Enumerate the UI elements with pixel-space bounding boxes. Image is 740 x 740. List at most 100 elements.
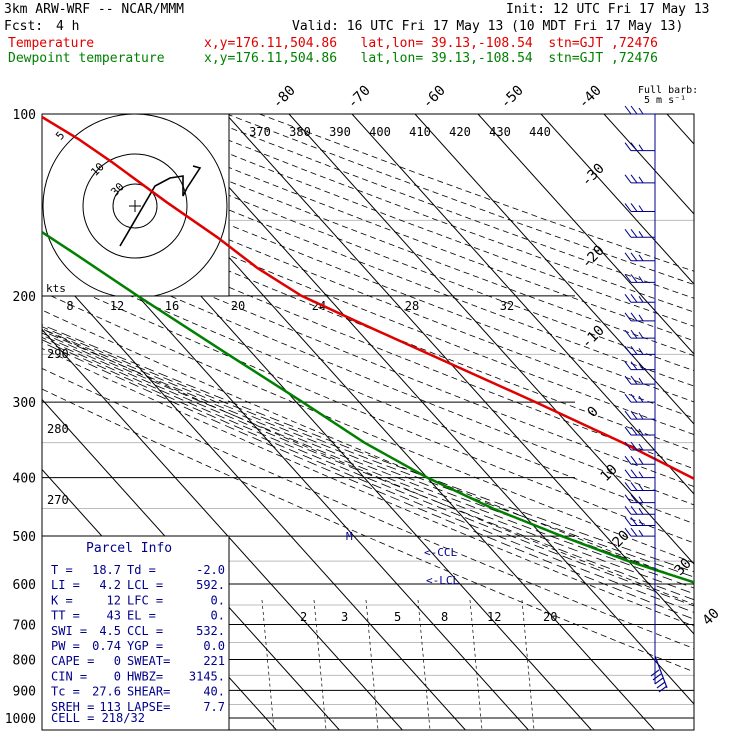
wind-barb bbox=[624, 293, 655, 303]
isotherm-line bbox=[730, 114, 740, 730]
dry-adiabat-line bbox=[42, 273, 694, 544]
parcel-info-value: -2.0 bbox=[196, 563, 225, 577]
barb-feather bbox=[638, 314, 644, 322]
wind-barb bbox=[624, 312, 655, 322]
barb-feather bbox=[638, 107, 644, 115]
pressure-tick-label: 800 bbox=[13, 653, 36, 668]
parcel-info-value: 592. bbox=[196, 578, 225, 592]
barb-feather bbox=[624, 346, 632, 355]
isotherm-label: 0 bbox=[585, 404, 602, 421]
theta-e-label: 380 bbox=[289, 125, 311, 139]
parcel-info-key: CIN = bbox=[51, 669, 87, 683]
parcel-info-value: 7.7 bbox=[203, 700, 225, 714]
ccl-marker: <-CCL bbox=[424, 546, 457, 559]
parcel-info-value: 18.7 bbox=[92, 563, 121, 577]
valid-time: Valid: 16 UTC Fri 17 May 13 (10 MDT Fri … bbox=[292, 19, 684, 34]
mixing-ratio-line bbox=[313, 599, 327, 730]
hodograph-ring bbox=[112, 183, 158, 229]
barb-feather bbox=[658, 685, 668, 693]
wind-barb bbox=[624, 375, 655, 385]
barb-feather bbox=[630, 506, 638, 515]
barb-feather bbox=[638, 231, 644, 238]
parcel-info-key: T = bbox=[51, 563, 73, 577]
theta-e-label: 370 bbox=[249, 125, 271, 139]
parcel-info-value: 0. bbox=[211, 609, 225, 623]
parcel-info-cell: CELL = 218/32 bbox=[51, 711, 145, 725]
hodograph-speed-label: 32 bbox=[500, 299, 514, 313]
barb-feather bbox=[630, 346, 638, 355]
parcel-info-key: LCL = bbox=[127, 578, 163, 592]
barb-feather bbox=[630, 203, 638, 212]
barb-feather bbox=[630, 469, 638, 478]
pressure-tick-label: 500 bbox=[13, 530, 36, 545]
barb-feather bbox=[624, 361, 632, 370]
pressure-tick-label: 900 bbox=[13, 684, 36, 699]
barb-feather bbox=[630, 410, 638, 420]
plot-frame bbox=[41, 113, 695, 731]
barb-feather bbox=[624, 252, 632, 262]
parcel-info-key: SHEAR= bbox=[127, 685, 170, 699]
barb-feather bbox=[624, 469, 632, 478]
barb-feather bbox=[624, 426, 632, 436]
parcel-info-key: LI = bbox=[51, 578, 80, 592]
dry-adiabat-label: 290 bbox=[47, 347, 69, 361]
mixing-ratio-label: 3 bbox=[341, 610, 348, 624]
hodograph-ring bbox=[82, 153, 188, 259]
parcel-info-key: PW = bbox=[51, 639, 80, 653]
parcel-info-value: 43 bbox=[107, 609, 121, 623]
dry-adiabat-label: 270 bbox=[47, 493, 69, 507]
barb-feather bbox=[624, 506, 632, 515]
temperature-profile bbox=[42, 115, 694, 481]
wind-barb bbox=[624, 203, 655, 212]
wind-barb bbox=[624, 527, 655, 537]
wind-barb bbox=[624, 105, 655, 115]
parcel-info-value: 27.6 bbox=[92, 685, 121, 699]
hodograph-speed-label: 16 bbox=[165, 299, 179, 313]
barb-feather bbox=[638, 276, 644, 283]
parcel-info-key: TT = bbox=[51, 609, 80, 623]
parcel-info-key: EL = bbox=[127, 609, 156, 623]
moist-adiabat-line bbox=[42, 326, 694, 578]
barb-feather bbox=[630, 293, 638, 303]
wind-barb bbox=[624, 482, 655, 491]
parcel-info-key: K = bbox=[51, 593, 73, 607]
barb-feather bbox=[630, 312, 638, 322]
isotherm-line bbox=[414, 114, 694, 425]
lcl-marker: <-LCL bbox=[426, 574, 459, 587]
pressure-tick-label: 400 bbox=[13, 472, 36, 487]
barb-feather bbox=[630, 174, 638, 184]
barb-feather bbox=[624, 329, 632, 339]
barb-feather bbox=[624, 517, 632, 526]
barb-feather bbox=[638, 519, 644, 526]
barb-feather bbox=[638, 205, 644, 212]
mixing-ratio-line bbox=[261, 599, 275, 730]
barb-feather bbox=[638, 443, 644, 451]
dewpoint-profile bbox=[42, 230, 694, 584]
parcel-info-key: SREH = bbox=[51, 700, 94, 714]
wind-barb bbox=[624, 329, 655, 339]
parcel-info-value: 0. bbox=[211, 593, 225, 607]
dry-adiabat-line bbox=[161, 114, 694, 313]
forecast-hours: 4 h bbox=[56, 19, 80, 34]
theta-e-label: 420 bbox=[449, 125, 471, 139]
parcel-info-value: 0 bbox=[114, 669, 121, 683]
parcel-info-key: LAPSE= bbox=[127, 700, 170, 714]
barb-feather bbox=[624, 174, 632, 184]
hodograph-speed-label: 8 bbox=[66, 299, 73, 313]
barb-feather bbox=[630, 252, 638, 262]
mixing-ratio-line bbox=[417, 599, 431, 730]
wind-barb bbox=[624, 346, 655, 355]
barb-feather bbox=[630, 517, 638, 526]
barb-feather bbox=[630, 426, 638, 436]
parcel-info-value: 532. bbox=[196, 624, 225, 638]
isotherm-label: -40 bbox=[576, 83, 605, 112]
mixing-ratio-label: 20 bbox=[543, 610, 557, 624]
wind-barb bbox=[624, 252, 655, 262]
wind-barb bbox=[624, 506, 655, 515]
theta-e-label: 410 bbox=[409, 125, 431, 139]
init-time: Init: 12 UTC Fri 17 May 13 bbox=[506, 2, 710, 17]
hodograph-ring bbox=[42, 114, 228, 296]
barb-feather bbox=[630, 274, 638, 283]
dry-adiabat-line bbox=[226, 114, 694, 286]
